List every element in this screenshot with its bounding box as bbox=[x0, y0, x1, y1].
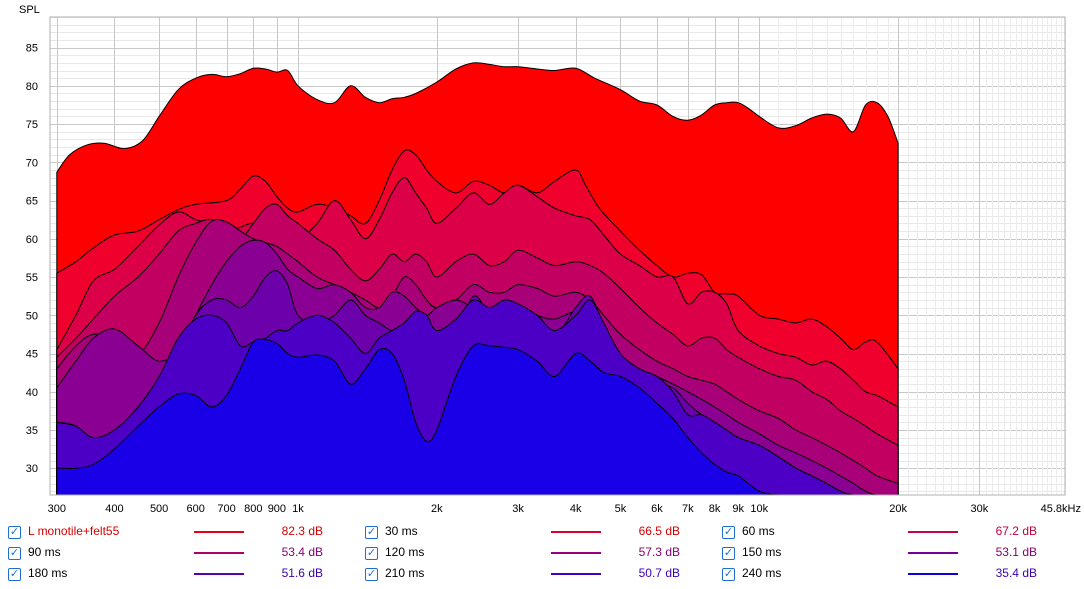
legend-line-swatch bbox=[908, 531, 958, 533]
legend-label: 150 ms bbox=[742, 545, 782, 559]
legend-item: ✓ 30 ms 66.5 dB bbox=[365, 524, 705, 542]
legend-value: 53.4 dB bbox=[281, 545, 323, 559]
y-tick-label: 50 bbox=[26, 310, 38, 322]
legend-value: 67.2 dB bbox=[995, 524, 1037, 538]
legend-item: ✓ 60 ms 67.2 dB bbox=[722, 524, 1062, 542]
series-visibility-checkbox[interactable]: ✓ bbox=[722, 568, 735, 581]
series-visibility-checkbox[interactable]: ✓ bbox=[365, 526, 378, 539]
chart-legend: ✓ L monotile+felt55 82.3 dB ✓ 30 ms 66.5 dB ✓ 6… bbox=[0, 519, 1084, 589]
x-tick-label: 3k bbox=[512, 503, 524, 515]
legend-item: ✓ 120 ms 57.3 dB bbox=[365, 545, 705, 563]
series-visibility-checkbox[interactable]: ✓ bbox=[722, 547, 735, 560]
legend-value: 57.3 dB bbox=[638, 545, 680, 559]
y-tick-label: 55 bbox=[26, 272, 38, 284]
legend-label: L monotile+felt55 bbox=[28, 524, 120, 538]
series-visibility-checkbox[interactable]: ✓ bbox=[8, 526, 21, 539]
chart-axes: SPL 30 35 40 45 50 55 60 65 70 75 80 85 300 400 500 600… bbox=[19, 4, 1081, 515]
y-tick-label: 30 bbox=[26, 463, 38, 475]
legend-value: 50.7 dB bbox=[638, 566, 680, 580]
y-tick-label: 75 bbox=[26, 119, 38, 131]
legend-label: 30 ms bbox=[385, 524, 418, 538]
y-tick-label: 40 bbox=[26, 387, 38, 399]
legend-value: 82.3 dB bbox=[281, 524, 323, 538]
legend-value: 66.5 dB bbox=[638, 524, 680, 538]
legend-value: 53.1 dB bbox=[995, 545, 1037, 559]
y-axis-label: SPL bbox=[19, 4, 40, 16]
legend-item: ✓ L monotile+felt55 82.3 dB bbox=[8, 524, 348, 542]
series-visibility-checkbox[interactable]: ✓ bbox=[365, 547, 378, 560]
legend-line-swatch bbox=[908, 573, 958, 575]
series-visibility-checkbox[interactable]: ✓ bbox=[722, 526, 735, 539]
x-tick-label: 500 bbox=[150, 503, 168, 515]
legend-item: ✓ 90 ms 53.4 dB bbox=[8, 545, 348, 563]
y-tick-label: 80 bbox=[26, 81, 38, 93]
x-tick-label: 4k bbox=[570, 503, 582, 515]
x-tick-label: 300 bbox=[48, 503, 66, 515]
legend-line-swatch bbox=[551, 531, 601, 533]
y-tick-label: 85 bbox=[26, 43, 38, 55]
legend-value: 35.4 dB bbox=[995, 566, 1037, 580]
legend-label: 90 ms bbox=[28, 545, 61, 559]
x-tick-label: 45.8kHz bbox=[1041, 503, 1081, 515]
legend-line-swatch bbox=[194, 552, 244, 554]
series-area-8 bbox=[56, 338, 899, 496]
chart-series-areas bbox=[56, 62, 899, 496]
y-tick-label: 60 bbox=[26, 234, 38, 246]
legend-label: 210 ms bbox=[385, 566, 425, 580]
series-visibility-checkbox[interactable]: ✓ bbox=[8, 547, 21, 560]
legend-item: ✓ 210 ms 50.7 dB bbox=[365, 566, 705, 584]
y-tick-label: 35 bbox=[26, 425, 38, 437]
waterfall-chart: SPL 30 35 40 45 50 55 60 65 70 75 80 85 300 400 500 600… bbox=[19, 4, 1081, 515]
legend-label: 240 ms bbox=[742, 566, 782, 580]
legend-item: ✓ 240 ms 35.4 dB bbox=[722, 566, 1062, 584]
x-tick-label: 1k bbox=[292, 503, 304, 515]
legend-label: 180 ms bbox=[28, 566, 68, 580]
x-tick-label: 10k bbox=[750, 503, 768, 515]
legend-line-swatch bbox=[551, 573, 601, 575]
y-tick-label: 45 bbox=[26, 349, 38, 361]
series-visibility-checkbox[interactable]: ✓ bbox=[365, 568, 378, 581]
legend-line-swatch bbox=[551, 552, 601, 554]
x-tick-label: 900 bbox=[268, 503, 286, 515]
x-tick-label: 600 bbox=[186, 503, 204, 515]
x-tick-label: 700 bbox=[217, 503, 235, 515]
x-tick-label: 8k bbox=[709, 503, 721, 515]
x-tick-label: 2k bbox=[431, 503, 443, 515]
legend-label: 60 ms bbox=[742, 524, 775, 538]
plot-frame bbox=[49, 16, 1066, 496]
legend-item: ✓ 180 ms 51.6 dB bbox=[8, 566, 348, 584]
legend-line-swatch bbox=[908, 552, 958, 554]
series-visibility-checkbox[interactable]: ✓ bbox=[8, 568, 21, 581]
x-tick-label: 5k bbox=[615, 503, 627, 515]
x-tick-label: 6k bbox=[651, 503, 663, 515]
x-tick-label: 9k bbox=[732, 503, 744, 515]
legend-value: 51.6 dB bbox=[281, 566, 323, 580]
legend-line-swatch bbox=[194, 531, 244, 533]
x-tick-label: 20k bbox=[889, 503, 907, 515]
x-tick-label: 30k bbox=[970, 503, 988, 515]
legend-label: 120 ms bbox=[385, 545, 425, 559]
legend-item: ✓ 150 ms 53.1 dB bbox=[722, 545, 1062, 563]
x-tick-label: 400 bbox=[105, 503, 123, 515]
y-tick-label: 70 bbox=[26, 157, 38, 169]
y-tick-label: 65 bbox=[26, 196, 38, 208]
x-tick-label: 800 bbox=[244, 503, 262, 515]
legend-line-swatch bbox=[194, 573, 244, 575]
x-tick-label: 7k bbox=[682, 503, 694, 515]
